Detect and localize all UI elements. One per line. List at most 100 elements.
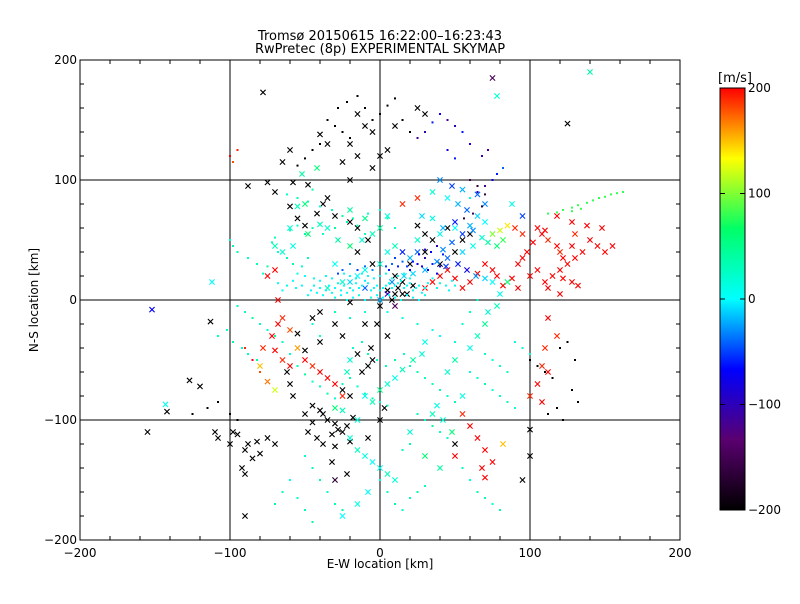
data-point-dot bbox=[232, 341, 234, 343]
x-tick-label: 100 bbox=[519, 546, 542, 560]
data-point-dot bbox=[401, 260, 404, 263]
data-point-dot bbox=[379, 401, 381, 403]
data-point-dot bbox=[379, 209, 381, 211]
data-point-x bbox=[302, 347, 308, 354]
data-point-dot bbox=[598, 197, 600, 199]
data-point-x bbox=[144, 429, 151, 435]
data-point-dot bbox=[566, 341, 569, 343]
data-point-x bbox=[489, 267, 496, 273]
data-point-dot bbox=[416, 371, 419, 373]
data-point-dot bbox=[310, 289, 312, 292]
data-point-dot bbox=[334, 503, 336, 505]
data-point-x bbox=[302, 411, 308, 417]
data-point-dot bbox=[391, 287, 393, 289]
data-point-x bbox=[569, 219, 575, 225]
data-point-x bbox=[234, 431, 241, 438]
data-point-x bbox=[549, 273, 556, 279]
data-point-x bbox=[482, 474, 488, 481]
data-point-x bbox=[459, 285, 466, 291]
data-point-x bbox=[369, 261, 376, 267]
data-point-x bbox=[419, 351, 425, 357]
data-point-x bbox=[539, 363, 545, 369]
plot-frame bbox=[79, 59, 681, 541]
data-point-dot bbox=[334, 296, 336, 299]
data-point-dot bbox=[529, 359, 531, 361]
data-point-x bbox=[245, 441, 251, 447]
data-point-x bbox=[260, 89, 266, 96]
data-point-x bbox=[467, 345, 473, 351]
data-point-dot bbox=[445, 284, 447, 287]
data-point-dot bbox=[487, 149, 489, 151]
data-point-dot bbox=[418, 284, 420, 287]
data-point-x bbox=[479, 234, 485, 241]
data-point-dot bbox=[461, 467, 464, 469]
data-point-dot bbox=[406, 265, 408, 268]
data-point-x bbox=[362, 267, 368, 273]
data-point-x bbox=[347, 279, 353, 285]
data-point-dot bbox=[313, 284, 315, 287]
data-point-x bbox=[347, 435, 353, 441]
data-point-x bbox=[164, 408, 170, 415]
data-point-dot bbox=[236, 149, 239, 151]
data-point-dot bbox=[356, 95, 359, 97]
data-point-dot bbox=[454, 341, 456, 343]
data-point-dot bbox=[431, 425, 434, 427]
data-point-dot bbox=[334, 227, 336, 229]
data-point-dot bbox=[244, 311, 246, 313]
data-point-dot bbox=[292, 279, 294, 282]
data-point-x bbox=[264, 273, 271, 279]
data-point-x bbox=[215, 435, 221, 441]
data-point-dot bbox=[364, 107, 366, 109]
data-point-x bbox=[287, 381, 293, 387]
data-point-dot bbox=[292, 263, 294, 265]
data-point-dot bbox=[412, 296, 414, 299]
data-point-dot bbox=[379, 479, 381, 481]
data-point-dot bbox=[418, 299, 420, 301]
data-point-x bbox=[365, 237, 371, 243]
data-point-dot bbox=[430, 251, 432, 253]
data-point-dot bbox=[401, 509, 404, 511]
data-point-x bbox=[294, 203, 301, 210]
data-point-dot bbox=[547, 212, 549, 215]
data-point-x bbox=[452, 225, 458, 231]
data-point-x bbox=[440, 417, 446, 423]
data-point-dot bbox=[484, 497, 486, 499]
data-point-x bbox=[287, 363, 293, 369]
data-point-x bbox=[467, 222, 473, 229]
data-point-x bbox=[527, 273, 533, 279]
data-point-dot bbox=[424, 248, 426, 251]
data-point-x bbox=[230, 429, 236, 435]
data-point-x bbox=[437, 231, 443, 237]
data-point-x bbox=[452, 453, 458, 459]
colorbar-tick-label: −100 bbox=[748, 398, 781, 412]
data-point-x bbox=[362, 321, 368, 327]
data-point-dot bbox=[379, 113, 381, 115]
data-point-x bbox=[354, 351, 361, 357]
data-point-x bbox=[339, 393, 346, 399]
data-point-dot bbox=[571, 206, 573, 209]
data-point-x bbox=[545, 285, 551, 291]
data-point-dot bbox=[376, 359, 378, 361]
y-tick-label: −100 bbox=[44, 413, 77, 427]
data-point-x bbox=[377, 417, 383, 423]
data-point-x bbox=[377, 225, 383, 231]
data-point-dot bbox=[364, 279, 366, 282]
data-point-dot bbox=[406, 294, 408, 297]
data-point-dot bbox=[454, 401, 456, 403]
data-point-dot bbox=[386, 217, 389, 220]
data-point-x bbox=[362, 215, 368, 222]
data-point-x bbox=[554, 333, 560, 339]
data-point-x bbox=[392, 375, 398, 381]
data-point-x bbox=[207, 318, 214, 325]
data-point-dot bbox=[394, 503, 396, 505]
axis-ticks: −200 −100 0 100 200 −200 −100 0 100 200 bbox=[44, 53, 691, 560]
x-tick-label: −200 bbox=[64, 546, 97, 560]
data-point-x bbox=[324, 417, 331, 423]
data-point-x bbox=[407, 255, 413, 261]
data-point-dot bbox=[416, 413, 419, 415]
data-point-x bbox=[410, 357, 416, 363]
data-point-dot bbox=[376, 284, 378, 287]
data-point-x bbox=[429, 411, 436, 417]
